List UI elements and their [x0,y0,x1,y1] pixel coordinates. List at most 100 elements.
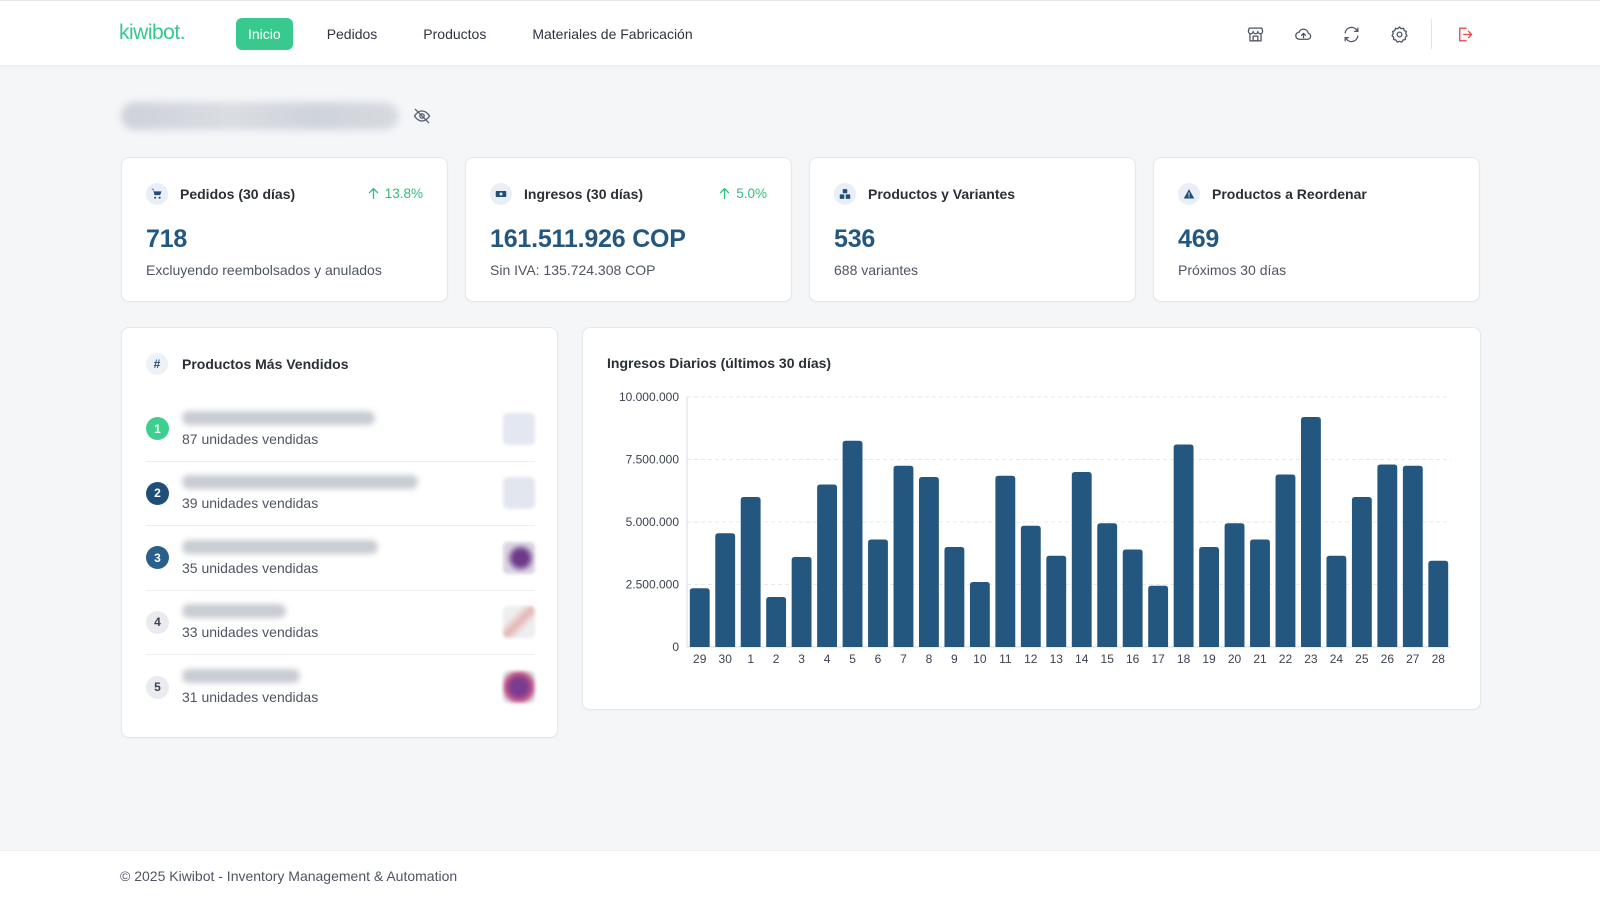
product-name-blurred [182,475,418,490]
list-item[interactable]: 5 31 unidades vendidas [146,655,535,720]
bar[interactable] [1071,472,1092,647]
bar[interactable] [1275,474,1296,648]
product-thumbnail [503,477,535,510]
arrow-up-icon [368,187,378,200]
footer-copyright: © 2025 Kiwibot - Inventory Management & … [120,868,458,884]
x-tick-label: 27 [1406,652,1420,666]
bar[interactable] [1224,523,1245,647]
footer: © 2025 Kiwibot - Inventory Management & … [0,850,1600,900]
x-tick-label: 7 [900,652,907,666]
bar[interactable] [1020,525,1041,647]
logout-icon[interactable] [1448,18,1480,50]
x-tick-label: 19 [1202,652,1216,666]
units-sold: 31 unidades vendidas [182,689,319,706]
x-tick-label: 13 [1050,652,1064,666]
bar[interactable] [919,477,939,647]
bar[interactable] [1148,585,1169,647]
boxes-icon [834,183,856,205]
x-tick-label: 12 [1024,652,1038,666]
bar[interactable] [1122,549,1143,648]
units-sold: 35 unidades vendidas [182,559,319,576]
header-actions [1223,18,1480,50]
money-icon [490,183,512,205]
cart-icon [146,183,168,205]
bar[interactable] [1250,539,1270,648]
x-tick-label: 9 [951,652,958,666]
arrow-up-icon [720,187,730,200]
list-item[interactable]: 2 39 unidades vendidas [146,462,535,526]
bar[interactable] [944,547,965,647]
list-item[interactable]: 3 35 unidades vendidas [146,526,535,591]
nav-pedidos[interactable]: Pedidos [326,26,378,42]
bar[interactable] [766,597,787,647]
stat-title: Pedidos (30 días) [180,186,296,202]
bar[interactable] [1402,465,1423,647]
bar[interactable] [740,497,761,647]
rank-badge: 4 [146,610,169,634]
x-tick-label: 16 [1126,652,1140,666]
store-name-blurred [121,102,399,130]
list-item[interactable]: 1 87 unidades vendidas [146,397,535,462]
stat-subtext: Sin IVA: 135.724.308 COP [490,262,656,278]
bar[interactable] [1351,497,1372,647]
kiwibot-logo[interactable]: kiwibot. [119,21,186,44]
nav-materiales[interactable]: Materiales de Fabricación [532,26,693,42]
daily-revenue-chart-card: Ingresos Diarios (últimos 30 días) 0 2.50… [582,327,1481,710]
stat-card-productos: Productos y Variantes 536 688 variantes [809,157,1136,302]
product-thumbnail [503,606,535,639]
rank-badge: 5 [146,675,169,699]
product-thumbnail [503,671,535,704]
bar[interactable] [689,588,710,647]
refresh-icon[interactable] [1335,18,1367,50]
x-tick-label: 3 [798,652,805,666]
bar[interactable] [842,440,863,647]
gear-icon[interactable] [1383,18,1415,50]
bar[interactable] [1097,523,1118,647]
top-products-card: # Productos Más Vendidos 1 87 unidades v… [121,327,558,738]
trend-up: 5.0% [718,186,767,201]
units-sold: 87 unidades vendidas [182,430,319,447]
rank-badge: 2 [146,481,169,505]
nav-productos[interactable]: Productos [423,26,487,42]
bar[interactable] [791,557,812,647]
bar[interactable] [1377,464,1398,648]
list-item[interactable]: 4 33 unidades vendidas [146,591,535,655]
bar[interactable] [1046,555,1067,647]
stat-subtext: 688 variantes [834,262,919,278]
x-tick-label: 5 [849,652,856,666]
x-tick-label: 29 [693,652,707,666]
bar[interactable] [1326,555,1347,647]
y-tick-label: 7.500.000 [626,453,680,467]
y-tick-label: 5.000.000 [626,515,680,529]
stat-value: 469 [1178,225,1220,253]
stat-subtext: Próximos 30 días [1178,262,1287,278]
bar[interactable] [868,539,888,648]
store-icon[interactable] [1239,18,1271,50]
nav-inicio[interactable]: Inicio [236,18,293,50]
bar[interactable] [715,533,736,647]
bar[interactable] [995,475,1016,647]
stat-value: 718 [146,225,188,253]
bar[interactable] [817,484,837,648]
bar[interactable] [1173,444,1194,648]
bar[interactable] [969,582,990,647]
x-tick-label: 10 [973,652,987,666]
main-nav: Inicio Pedidos Productos Materiales de F… [236,18,727,50]
x-tick-label: 2 [773,652,780,666]
bar[interactable] [893,465,914,647]
eye-off-icon[interactable] [412,106,432,126]
y-tick-label: 2.500.000 [626,578,680,592]
stat-card-reordenar: Productos a Reordenar 469 Próximos 30 dí… [1153,157,1480,302]
y-tick-label: 0 [672,640,679,654]
bar[interactable] [1428,560,1449,647]
product-name-blurred [182,410,375,425]
bar[interactable] [1301,417,1321,647]
stat-value: 536 [834,225,876,253]
product-name-blurred [182,539,378,554]
product-name-blurred [182,669,300,684]
units-sold: 33 unidades vendidas [182,624,319,641]
x-tick-label: 18 [1177,652,1191,666]
bar[interactable] [1199,547,1219,647]
top-navbar: kiwibot. Inicio Pedidos Productos Materi… [0,0,1600,66]
cloud-upload-icon[interactable] [1287,18,1319,50]
